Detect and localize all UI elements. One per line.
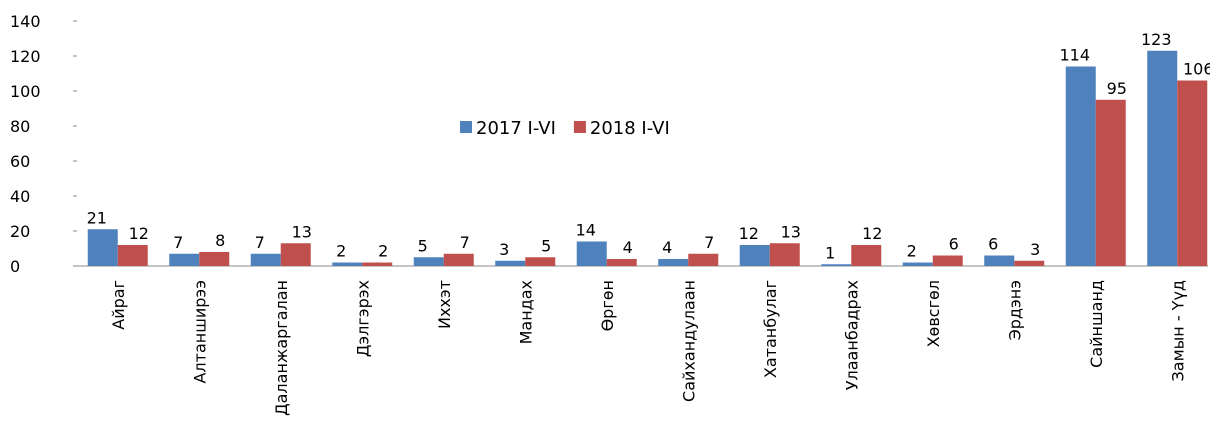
bar <box>280 243 311 266</box>
value-label: 3 <box>499 240 509 259</box>
bar <box>87 229 118 266</box>
value-label: 13 <box>781 222 801 241</box>
legend-label: 2017 I-VI <box>476 118 556 139</box>
x-tick-label: Хатанбулаг <box>761 280 780 378</box>
value-label: 8 <box>215 231 225 250</box>
value-label: 2 <box>907 242 917 261</box>
value-label: 5 <box>418 236 428 255</box>
y-tick-label: 40 <box>10 187 30 206</box>
bar <box>739 245 770 266</box>
bar <box>932 255 963 266</box>
value-label: 4 <box>662 238 672 257</box>
x-tick-label: Хөвсгөл <box>924 280 943 347</box>
value-label: 7 <box>173 233 183 252</box>
y-tick-label: 80 <box>10 117 30 136</box>
value-label: 21 <box>87 208 107 227</box>
y-tick-label: 140 <box>10 12 41 31</box>
x-tick-label: Эрдэнэ <box>1005 280 1024 340</box>
value-label: 106 <box>1183 60 1210 79</box>
value-label: 12 <box>129 224 149 243</box>
x-tick-label: Сайхандулаан <box>679 280 698 402</box>
y-tick-label: 60 <box>10 152 30 171</box>
bar <box>117 245 148 266</box>
bar <box>362 262 393 266</box>
bar <box>576 241 607 266</box>
bar <box>199 252 230 266</box>
value-label: 95 <box>1107 79 1127 98</box>
y-tick-label: 120 <box>10 47 41 66</box>
bar <box>443 253 474 266</box>
value-label: 123 <box>1141 30 1172 49</box>
x-tick-label: Даланжаргалан <box>272 280 291 416</box>
bar <box>606 259 637 266</box>
x-tick-label: Улаанбадрах <box>842 280 861 390</box>
bar <box>413 257 444 266</box>
value-label: 13 <box>292 222 312 241</box>
bar <box>1065 66 1096 266</box>
x-tick-label: Өргөн <box>598 280 617 331</box>
bar <box>902 262 933 266</box>
y-tick-label: 20 <box>10 222 30 241</box>
bar <box>1095 99 1126 266</box>
value-label: 7 <box>460 233 470 252</box>
x-tick-label: Мандах <box>516 280 535 344</box>
y-tick-label: 100 <box>10 82 41 101</box>
value-label: 12 <box>739 224 759 243</box>
bar <box>688 253 719 266</box>
legend-swatch <box>460 121 472 133</box>
bar <box>495 260 526 266</box>
bar <box>769 243 800 266</box>
bar <box>1147 50 1178 266</box>
value-label: 5 <box>541 236 551 255</box>
x-tick-label: Сайншанд <box>1087 280 1106 368</box>
bar <box>658 259 689 266</box>
bar <box>984 255 1015 266</box>
value-label: 4 <box>623 238 633 257</box>
bar <box>821 264 852 266</box>
value-label: 14 <box>576 221 596 240</box>
bar <box>250 253 281 266</box>
bar <box>169 253 200 266</box>
value-label: 6 <box>949 235 959 254</box>
value-label: 3 <box>1030 240 1040 259</box>
y-tick-label: 0 <box>10 257 20 276</box>
x-tick-label: Айраг <box>109 280 128 330</box>
bar <box>332 262 363 266</box>
bar <box>525 257 556 266</box>
x-tick-label: Иххэт <box>435 280 454 329</box>
bar <box>1177 80 1208 266</box>
value-label: 6 <box>988 235 998 254</box>
value-label: 12 <box>862 224 882 243</box>
x-tick-label: Замын - Үүд <box>1168 280 1187 381</box>
value-label: 2 <box>378 242 388 261</box>
legend-swatch <box>573 121 586 133</box>
value-label: 1 <box>825 243 835 262</box>
bar <box>851 245 882 266</box>
value-label: 7 <box>704 233 714 252</box>
legend-label: 2018 I-VI <box>590 118 670 139</box>
value-label: 2 <box>336 242 346 261</box>
x-tick-label: Алтанширээ <box>190 280 209 384</box>
bar <box>1014 260 1045 266</box>
value-label: 114 <box>1059 46 1090 65</box>
value-label: 7 <box>255 233 265 252</box>
x-tick-label: Дэлгэрэх <box>353 280 372 357</box>
